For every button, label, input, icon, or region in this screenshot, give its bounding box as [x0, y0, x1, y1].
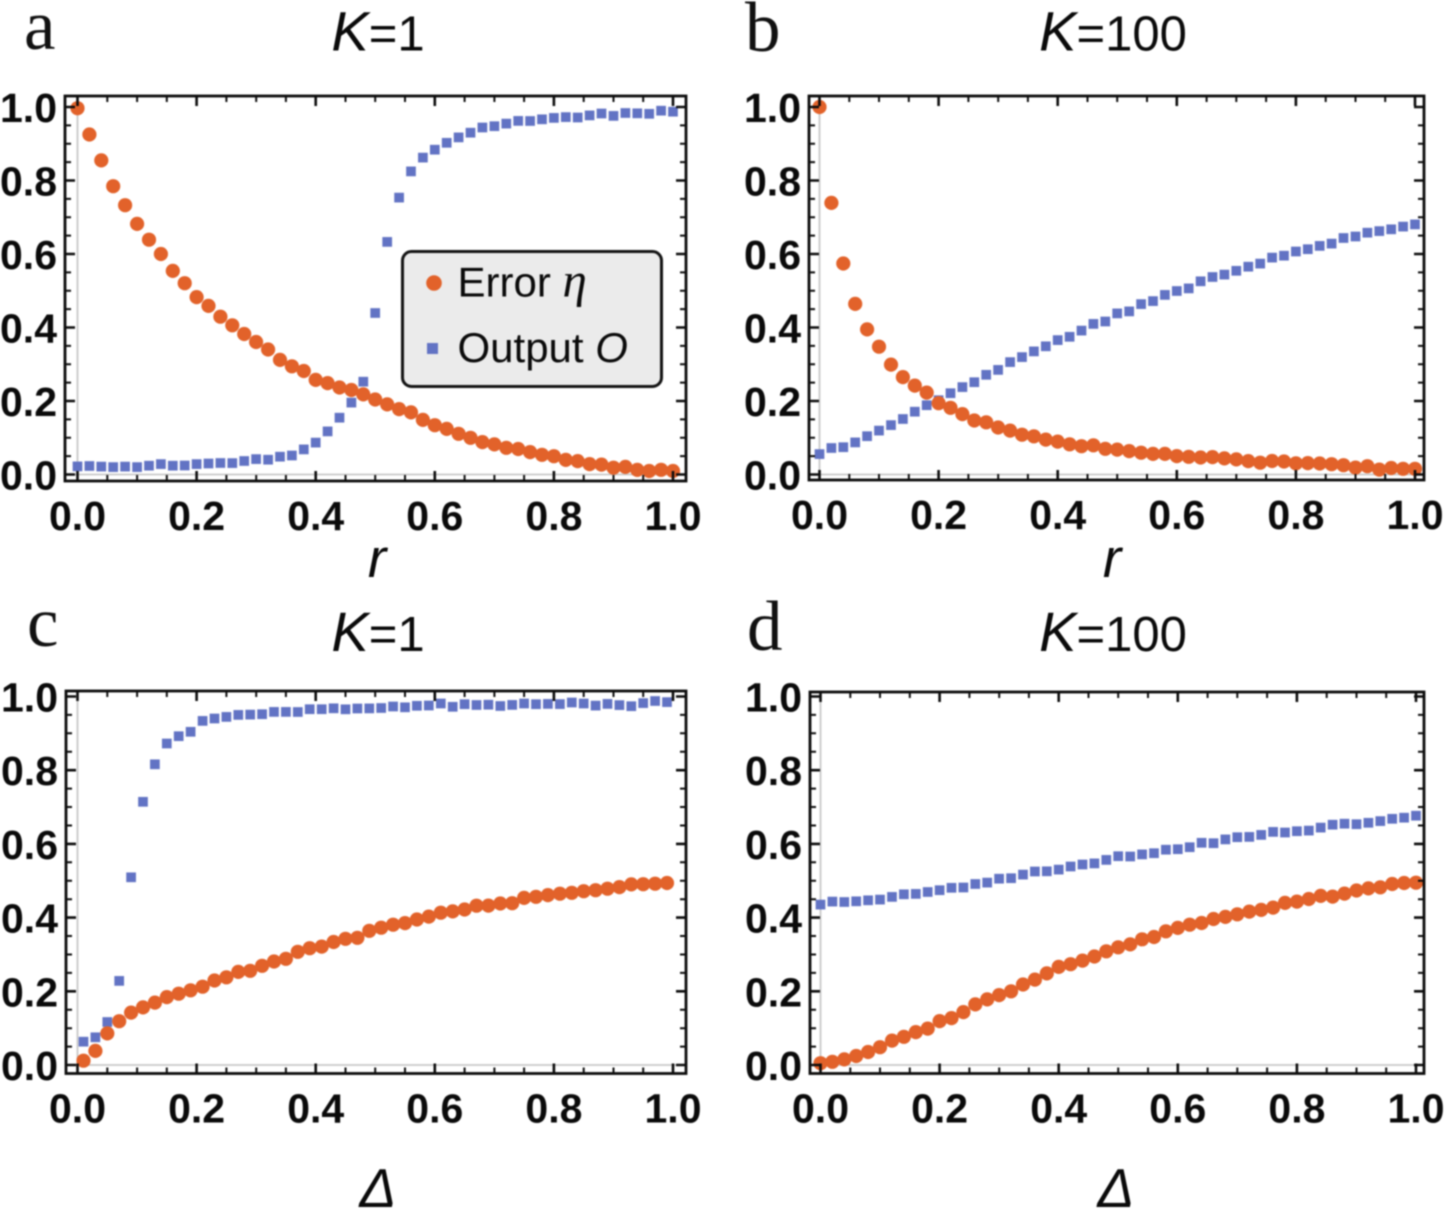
svg-text:0.8: 0.8 — [1, 748, 58, 794]
svg-text:1.0: 1.0 — [1, 675, 58, 721]
svg-text:0.4: 0.4 — [0, 306, 57, 352]
svg-text:0.4: 0.4 — [1029, 492, 1086, 538]
svg-text:0.4: 0.4 — [745, 896, 802, 942]
svg-text:1.0: 1.0 — [744, 85, 801, 131]
svg-text:0.6: 0.6 — [406, 493, 463, 539]
svg-text:0.0: 0.0 — [0, 453, 57, 499]
svg-text:0.6: 0.6 — [744, 232, 801, 278]
svg-text:d: d — [747, 588, 783, 666]
svg-text:K=100: K=100 — [1039, 600, 1187, 663]
svg-text:0.0: 0.0 — [744, 453, 801, 499]
svg-text:0.6: 0.6 — [406, 1086, 463, 1132]
svg-text:0.0: 0.0 — [49, 493, 106, 539]
svg-text:0.8: 0.8 — [525, 1086, 582, 1132]
svg-text:0.8: 0.8 — [1268, 1086, 1325, 1132]
svg-text:0.4: 0.4 — [744, 306, 801, 352]
svg-text:Δ: Δ — [358, 1157, 397, 1210]
svg-text:0.8: 0.8 — [745, 748, 802, 794]
svg-text:0.8: 0.8 — [525, 493, 582, 539]
svg-text:r: r — [1103, 527, 1124, 589]
svg-text:Output O: Output O — [458, 324, 628, 371]
svg-text:1.0: 1.0 — [645, 493, 702, 539]
svg-text:0.8: 0.8 — [1267, 492, 1324, 538]
svg-text:0.0: 0.0 — [745, 1043, 802, 1089]
svg-text:0.0: 0.0 — [791, 492, 848, 538]
svg-text:0.6: 0.6 — [0, 232, 57, 278]
svg-text:0.2: 0.2 — [0, 379, 57, 425]
svg-text:Δ: Δ — [1096, 1157, 1135, 1210]
svg-text:0.2: 0.2 — [910, 492, 967, 538]
svg-text:0.4: 0.4 — [287, 1086, 344, 1132]
svg-text:1.0: 1.0 — [645, 1086, 702, 1132]
svg-text:1.0: 1.0 — [1387, 492, 1444, 538]
svg-text:c: c — [27, 584, 59, 662]
svg-text:0.6: 0.6 — [1149, 1086, 1206, 1132]
svg-text:0.2: 0.2 — [168, 1086, 225, 1132]
svg-text:0.0: 0.0 — [1, 1043, 58, 1089]
svg-text:r: r — [368, 527, 389, 589]
svg-text:0.8: 0.8 — [744, 159, 801, 205]
svg-text:1.0: 1.0 — [745, 675, 802, 721]
svg-text:K=1: K=1 — [331, 0, 424, 63]
svg-text:0.0: 0.0 — [792, 1086, 849, 1132]
svg-text:1.0: 1.0 — [0, 85, 57, 131]
svg-text:0.2: 0.2 — [1, 969, 58, 1015]
svg-text:0.2: 0.2 — [745, 969, 802, 1015]
svg-text:0.4: 0.4 — [1, 896, 58, 942]
svg-text:0.2: 0.2 — [911, 1086, 968, 1132]
svg-text:0.6: 0.6 — [745, 822, 802, 868]
svg-text:K=1: K=1 — [331, 600, 424, 663]
svg-text:0.4: 0.4 — [287, 493, 344, 539]
svg-text:0.6: 0.6 — [1, 822, 58, 868]
svg-text:b: b — [745, 0, 781, 67]
svg-text:K=100: K=100 — [1039, 0, 1187, 63]
svg-text:0.4: 0.4 — [1030, 1086, 1087, 1132]
svg-text:0.6: 0.6 — [1148, 492, 1205, 538]
svg-text:0.2: 0.2 — [168, 493, 225, 539]
svg-text:0.8: 0.8 — [0, 159, 57, 205]
svg-text:a: a — [24, 0, 56, 65]
svg-text:0.0: 0.0 — [49, 1086, 106, 1132]
svg-text:1.0: 1.0 — [1388, 1086, 1445, 1132]
svg-text:0.2: 0.2 — [744, 379, 801, 425]
svg-text:Error η: Error η — [458, 253, 587, 308]
